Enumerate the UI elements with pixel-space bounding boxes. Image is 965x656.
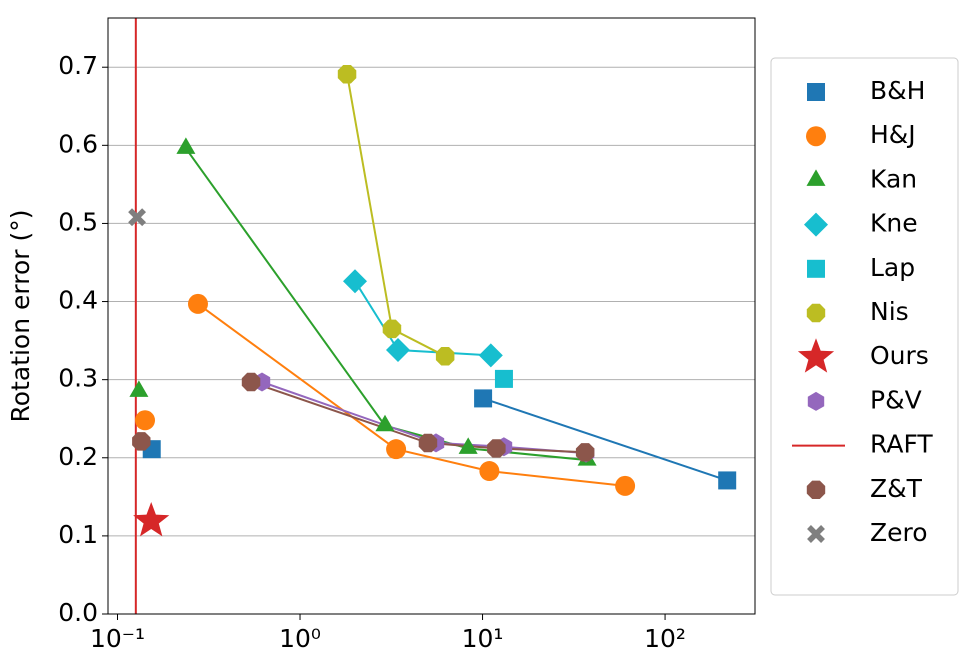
marker bbox=[418, 433, 438, 453]
legend-label: B&H bbox=[870, 76, 925, 105]
marker bbox=[129, 380, 149, 397]
marker bbox=[804, 212, 828, 237]
marker bbox=[807, 391, 825, 411]
marker bbox=[241, 372, 261, 392]
series-line bbox=[250, 381, 586, 454]
marker bbox=[806, 126, 826, 147]
marker bbox=[494, 369, 513, 388]
legend-label: Kne bbox=[870, 209, 918, 238]
legend-label: Lap bbox=[870, 253, 915, 282]
series-line bbox=[346, 74, 446, 358]
marker bbox=[386, 338, 410, 362]
marker bbox=[575, 443, 595, 462]
marker bbox=[807, 259, 825, 278]
marker bbox=[135, 410, 156, 431]
y-tick-label: 0.7 bbox=[58, 51, 98, 80]
marker bbox=[806, 169, 826, 186]
marker bbox=[458, 437, 478, 454]
marker bbox=[615, 475, 636, 496]
marker bbox=[718, 471, 737, 490]
y-tick-label: 0.1 bbox=[58, 520, 98, 549]
marker bbox=[479, 461, 500, 482]
marker bbox=[807, 525, 825, 543]
legend-label: Nis bbox=[870, 297, 909, 326]
marker bbox=[806, 303, 826, 323]
legend-label: H&J bbox=[870, 120, 916, 149]
marker bbox=[132, 432, 151, 451]
x-tick-label: 10⁻¹ bbox=[90, 624, 145, 653]
y-tick-label: 0.4 bbox=[58, 286, 98, 315]
marker bbox=[487, 439, 506, 458]
marker bbox=[176, 137, 196, 154]
marker bbox=[337, 65, 357, 84]
marker bbox=[187, 293, 208, 314]
y-tick-label: 0.0 bbox=[58, 598, 98, 627]
marker bbox=[474, 389, 493, 408]
y-axis-label: Rotation error (°) bbox=[6, 210, 35, 423]
legend-label: Ours bbox=[870, 341, 929, 370]
y-tick-label: 0.3 bbox=[58, 364, 98, 393]
series-line bbox=[482, 397, 728, 482]
marker bbox=[435, 347, 455, 366]
marker bbox=[807, 83, 825, 101]
x-tick-label: 10¹ bbox=[462, 624, 504, 653]
marker bbox=[343, 269, 367, 294]
legend-label: Kan bbox=[870, 164, 917, 193]
series-line bbox=[197, 303, 626, 487]
y-tick-label: 0.2 bbox=[58, 442, 98, 471]
marker bbox=[386, 439, 407, 460]
marker bbox=[382, 319, 402, 339]
marker bbox=[128, 208, 147, 227]
marker bbox=[375, 414, 395, 432]
y-tick-label: 0.5 bbox=[58, 207, 98, 236]
legend-label: RAFT bbox=[870, 430, 933, 459]
legend-label: P&V bbox=[870, 385, 922, 414]
x-tick-label: 10² bbox=[644, 624, 686, 653]
marker bbox=[478, 343, 503, 368]
plot-frame bbox=[107, 17, 756, 615]
marker bbox=[806, 480, 826, 499]
y-tick-label: 0.6 bbox=[58, 129, 98, 158]
marker bbox=[133, 502, 170, 537]
marker bbox=[797, 338, 835, 373]
legend-label: Zero bbox=[870, 518, 928, 547]
x-tick-label: 10⁰ bbox=[279, 624, 321, 653]
legend-label: Z&T bbox=[870, 474, 923, 503]
legend-box bbox=[770, 57, 959, 596]
